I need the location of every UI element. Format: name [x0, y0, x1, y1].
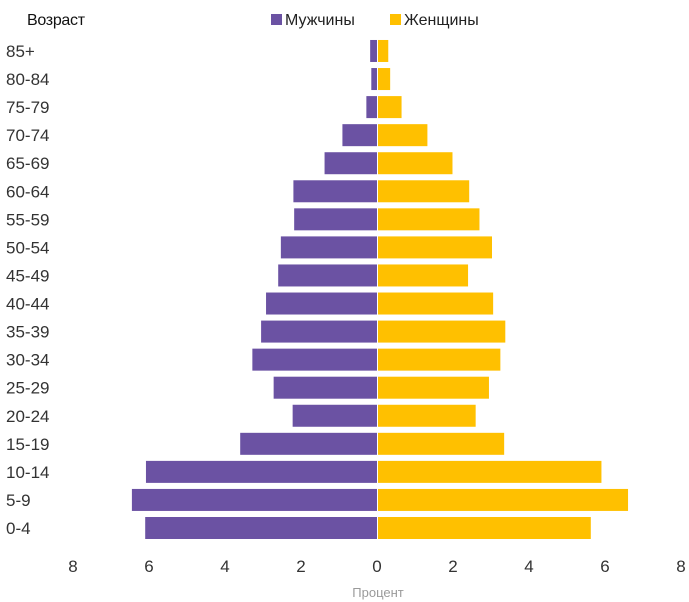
x-tick-label: 2 — [296, 557, 305, 576]
bar-men-45-49 — [278, 264, 377, 287]
bar-women-60-64 — [378, 180, 470, 203]
category-label: 45-49 — [6, 266, 49, 285]
category-label: 50-54 — [6, 238, 49, 257]
bar-men-25-29 — [273, 376, 377, 399]
category-label: 85+ — [6, 42, 35, 61]
x-tick-label: 2 — [448, 557, 457, 576]
bar-women-40-44 — [378, 292, 494, 315]
category-label: 10-14 — [6, 463, 49, 482]
legend-label-women: Женщины — [404, 12, 479, 29]
legend-swatch-men — [271, 14, 282, 25]
bar-women-35-39 — [378, 320, 506, 343]
category-label: 60-64 — [6, 182, 49, 201]
bars-men — [131, 39, 377, 539]
x-tick-label: 8 — [676, 557, 685, 576]
x-axis-title: Процент — [352, 585, 404, 600]
category-label: 25-29 — [6, 379, 49, 398]
bar-women-55-59 — [378, 208, 480, 231]
x-tick-label: 4 — [220, 557, 229, 576]
bar-men-65-69 — [324, 152, 377, 175]
legend-swatch-women — [390, 14, 401, 25]
bar-women-30-34 — [378, 348, 501, 371]
x-tick-label: 0 — [372, 557, 381, 576]
category-label: 55-59 — [6, 210, 49, 229]
bar-men-75-79 — [366, 96, 377, 119]
category-label: 0-4 — [6, 519, 31, 538]
category-label: 35-39 — [6, 323, 49, 342]
bar-women-10-14 — [378, 460, 602, 483]
bar-women-45-49 — [378, 264, 469, 287]
bar-women-25-29 — [378, 376, 489, 399]
bar-women-5-9 — [378, 488, 629, 511]
bar-men-20-24 — [292, 404, 377, 427]
bar-women-15-19 — [378, 432, 505, 455]
bar-women-65-69 — [378, 152, 453, 175]
bars-women — [378, 39, 629, 539]
bar-women-75-79 — [378, 96, 402, 119]
category-label: 75-79 — [6, 98, 49, 117]
bar-men-50-54 — [280, 236, 377, 259]
bar-men-60-64 — [293, 180, 377, 203]
y-axis-title: Возраст — [27, 12, 86, 29]
category-label: 30-34 — [6, 351, 49, 370]
legend-label-men: Мужчины — [285, 12, 355, 29]
x-tick-label: 6 — [600, 557, 609, 576]
bar-men-0-4 — [145, 517, 377, 539]
bar-men-40-44 — [266, 292, 377, 315]
bar-men-35-39 — [261, 320, 377, 343]
bar-women-50-54 — [378, 236, 492, 259]
x-tick-label: 6 — [144, 557, 153, 576]
bar-women-20-24 — [378, 404, 476, 427]
category-label: 40-44 — [6, 295, 49, 314]
category-labels: 0-4 5-9 10-14 15-19 20-24 25-29 30-34 35-39 40-4… — [6, 42, 49, 538]
bar-men-10-14 — [145, 460, 377, 483]
bar-women-80-84 — [378, 68, 391, 91]
category-label: 80-84 — [6, 70, 49, 89]
bar-women-0-4 — [378, 517, 591, 539]
category-label: 65-69 — [6, 154, 49, 173]
category-label: 70-74 — [6, 126, 49, 145]
bar-men-55-59 — [294, 208, 377, 231]
category-label: 5-9 — [6, 491, 31, 510]
x-tick-labels: 8 6 4 2 0 2 4 6 8 — [68, 557, 685, 576]
x-tick-label: 8 — [68, 557, 77, 576]
bar-women-85+ — [378, 39, 389, 62]
bar-men-70-74 — [342, 124, 377, 147]
bar-men-30-34 — [252, 348, 377, 371]
category-label: 20-24 — [6, 407, 49, 426]
bar-men-80-84 — [371, 68, 377, 91]
x-tick-label: 4 — [524, 557, 533, 576]
bar-men-5-9 — [131, 488, 377, 511]
bar-men-15-19 — [240, 432, 377, 455]
category-label: 15-19 — [6, 435, 49, 454]
bar-men-85+ — [370, 39, 377, 62]
legend: Мужчины Женщины — [271, 12, 479, 29]
bar-women-70-74 — [378, 124, 428, 147]
